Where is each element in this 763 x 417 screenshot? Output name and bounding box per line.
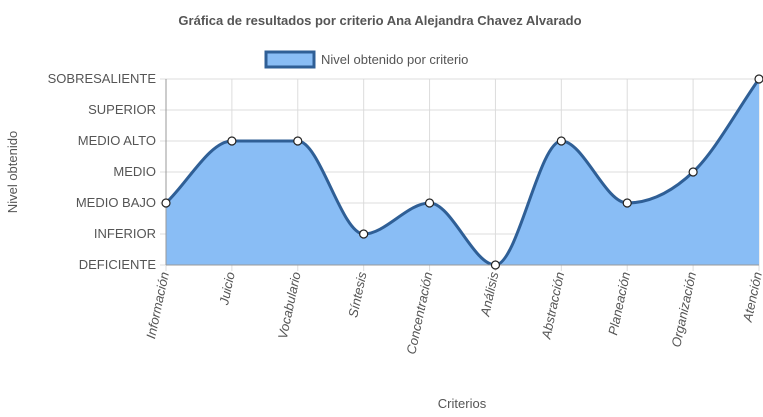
series-fill	[166, 79, 759, 265]
series-area	[164, 78, 761, 267]
y-tick-labels: DEFICIENTE INFERIOR MEDIO BAJO MEDIO MEDIO A…	[48, 71, 157, 272]
data-point[interactable]	[688, 167, 698, 177]
x-tick-label: Juicio	[216, 271, 238, 308]
x-tick-labels: Información Juicio Vocabulario Síntesis Conc…	[143, 270, 763, 356]
data-point[interactable]	[754, 74, 763, 84]
legend-label: Nivel obtenido por criterio	[321, 52, 468, 67]
x-tick-label: Planeación	[605, 271, 633, 337]
data-points	[161, 74, 763, 270]
x-tick-label: Concentración	[403, 271, 435, 356]
y-tick-label: MEDIO ALTO	[78, 133, 156, 148]
y-tick-label: MEDIO BAJO	[76, 195, 156, 210]
x-tick-label: Abstracción	[538, 271, 567, 342]
y-tick-label: MEDIO	[113, 164, 156, 179]
x-tick-label: Síntesis	[345, 270, 369, 319]
data-point[interactable]	[490, 260, 501, 270]
x-tick-label: Organización	[668, 271, 699, 349]
y-axis-title: Nivel obtenido	[5, 131, 20, 213]
legend[interactable]: Nivel obtenido por criterio	[264, 50, 468, 69]
data-point[interactable]	[227, 136, 237, 146]
data-point[interactable]	[556, 136, 566, 146]
x-tick-label: Información	[143, 271, 172, 341]
data-point[interactable]	[293, 136, 303, 146]
x-tick-label: Análisis	[477, 270, 501, 318]
data-point[interactable]	[622, 198, 632, 208]
y-tick-label: SUPERIOR	[88, 102, 156, 117]
series-line	[164, 78, 761, 267]
data-point[interactable]	[359, 229, 369, 239]
data-point[interactable]	[424, 198, 435, 208]
chart-title: Gráfica de resultados por criterio Ana A…	[178, 13, 581, 28]
y-tick-label: INFERIOR	[94, 226, 156, 241]
x-tick-label: Atención	[740, 271, 763, 325]
x-axis-title: Criterios	[438, 396, 487, 411]
x-tick-label: Vocabulario	[275, 271, 304, 341]
y-tick-label: DEFICIENTE	[79, 257, 157, 272]
data-point[interactable]	[161, 198, 171, 208]
legend-swatch	[264, 50, 316, 69]
y-tick-label: SOBRESALIENTE	[48, 71, 157, 86]
axes	[165, 79, 759, 266]
